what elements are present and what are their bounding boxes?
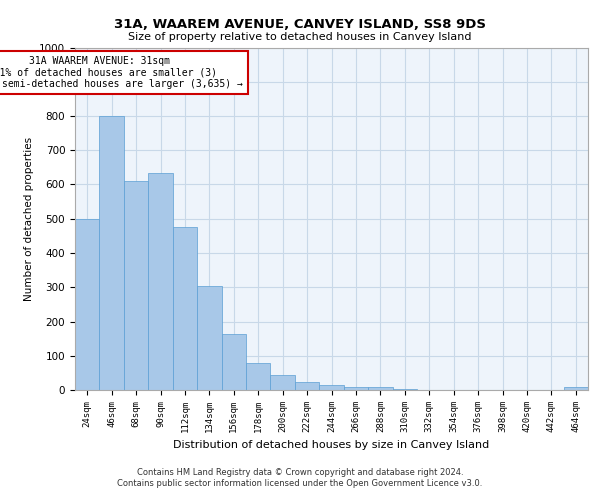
Bar [148, 172, 173, 390]
Bar [173, 228, 197, 390]
Bar [197, 286, 221, 390]
Bar [368, 388, 392, 390]
Bar [271, 374, 295, 390]
Text: 31A WAAREM AVENUE: 31sqm
← <1% of detached houses are smaller (3)
>99% of semi-d: 31A WAAREM AVENUE: 31sqm ← <1% of detach… [0, 56, 244, 90]
Bar [344, 386, 368, 390]
Bar [75, 219, 100, 390]
Text: Contains HM Land Registry data © Crown copyright and database right 2024.
Contai: Contains HM Land Registry data © Crown c… [118, 468, 482, 487]
Bar [221, 334, 246, 390]
Text: Size of property relative to detached houses in Canvey Island: Size of property relative to detached ho… [128, 32, 472, 42]
Bar [246, 364, 271, 390]
Bar [295, 382, 319, 390]
X-axis label: Distribution of detached houses by size in Canvey Island: Distribution of detached houses by size … [173, 440, 490, 450]
Text: 31A, WAAREM AVENUE, CANVEY ISLAND, SS8 9DS: 31A, WAAREM AVENUE, CANVEY ISLAND, SS8 9… [114, 18, 486, 30]
Bar [124, 181, 148, 390]
Y-axis label: Number of detached properties: Number of detached properties [23, 136, 34, 301]
Bar [100, 116, 124, 390]
Bar [563, 388, 588, 390]
Bar [319, 385, 344, 390]
